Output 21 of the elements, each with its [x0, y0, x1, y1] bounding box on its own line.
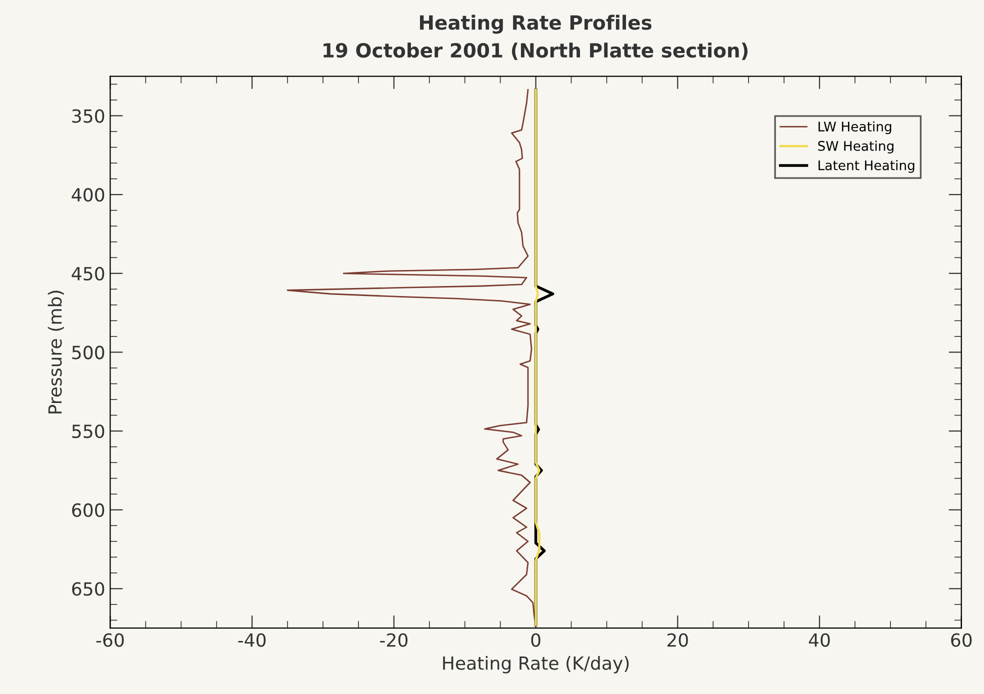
y-tick-label: 400: [72, 188, 104, 202]
chart-title: Heating Rate Profiles: [420, 14, 652, 34]
y-axis-title: Pressure (mb): [48, 290, 64, 414]
y-tick-label: 350: [72, 109, 104, 123]
y-tick-label: 600: [72, 503, 104, 517]
x-tick-label: 0: [531, 633, 540, 647]
legend-label: Latent Heating: [818, 160, 914, 173]
legend-label: LW Heating: [818, 121, 892, 134]
y-tick-label: 650: [72, 582, 104, 596]
legend-label: SW Heating: [818, 140, 894, 154]
y-tick-label: 500: [72, 346, 104, 360]
x-tick-label: -40: [238, 633, 266, 647]
x-axis-title: Heating Rate (K/day): [443, 656, 629, 674]
x-tick-label: 20: [667, 633, 688, 647]
y-tick-label: 550: [72, 424, 104, 438]
x-tick-label: 40: [808, 633, 830, 647]
chart-subtitle: 19 October 2001 (North Platte section): [324, 42, 748, 60]
x-tick-label: -60: [96, 633, 124, 647]
y-tick-label: 450: [72, 266, 104, 281]
x-tick-label: -20: [380, 633, 408, 647]
x-tick-label: 60: [951, 633, 972, 647]
